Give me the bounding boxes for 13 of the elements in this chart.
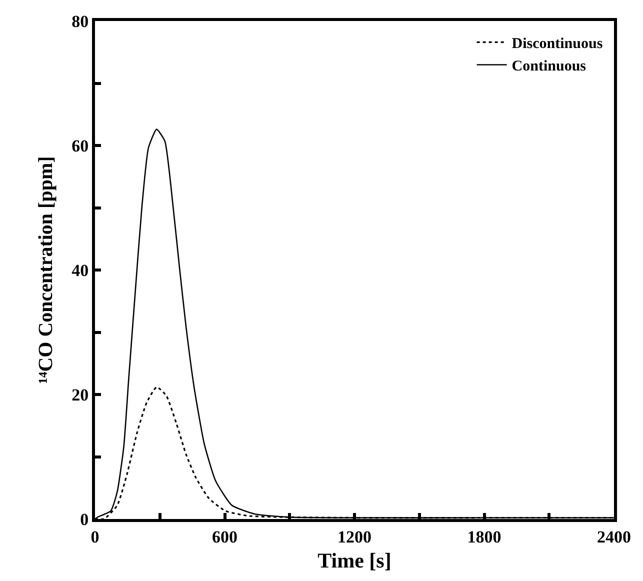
x-tick-label: 1800: [467, 527, 502, 546]
legend-label: Discontinuous: [512, 36, 603, 52]
y-tick-label: 40: [72, 260, 89, 280]
y-tick-label: 0: [80, 510, 89, 529]
legend-label: Continuous: [512, 58, 586, 75]
x-axis-title: Time [s]: [318, 548, 392, 573]
y-axis-title: ¹⁴CO Concentration [ppm]: [35, 156, 58, 384]
y-tick-label: 80: [72, 12, 89, 31]
y-tick-label: 20: [72, 385, 89, 404]
x-tick-label: 2400: [597, 527, 631, 546]
y-tick-label: 60: [72, 136, 89, 156]
x-tick-label: 1200: [338, 527, 372, 546]
x-tick-label: 600: [212, 527, 238, 546]
